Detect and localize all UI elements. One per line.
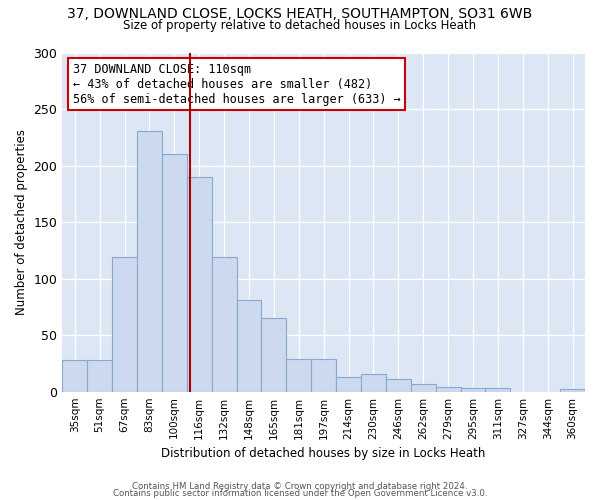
Text: Contains public sector information licensed under the Open Government Licence v3: Contains public sector information licen… (113, 490, 487, 498)
Bar (62, 360, 87, 392)
Y-axis label: Number of detached properties: Number of detached properties (15, 129, 28, 315)
Bar (560, 390, 585, 392)
Text: 37 DOWNLAND CLOSE: 110sqm
← 43% of detached houses are smaller (482)
56% of semi: 37 DOWNLAND CLOSE: 110sqm ← 43% of detac… (73, 62, 400, 106)
Bar (87, 360, 112, 392)
Bar (187, 177, 212, 392)
Bar (262, 318, 286, 392)
X-axis label: Distribution of detached houses by size in Locks Heath: Distribution of detached houses by size … (161, 447, 486, 460)
Text: Contains HM Land Registry data © Crown copyright and database right 2024.: Contains HM Land Registry data © Crown c… (132, 482, 468, 491)
Bar (212, 257, 236, 392)
Bar (485, 388, 511, 392)
Bar (386, 379, 411, 392)
Bar (311, 359, 336, 392)
Bar (336, 377, 361, 392)
Text: Size of property relative to detached houses in Locks Heath: Size of property relative to detached ho… (124, 18, 476, 32)
Bar (162, 154, 187, 392)
Bar (112, 257, 137, 392)
Bar (361, 374, 386, 392)
Text: 37, DOWNLAND CLOSE, LOCKS HEATH, SOUTHAMPTON, SO31 6WB: 37, DOWNLAND CLOSE, LOCKS HEATH, SOUTHAM… (67, 8, 533, 22)
Bar (411, 384, 436, 392)
Bar (236, 300, 262, 392)
Bar (286, 359, 311, 392)
Bar (436, 387, 461, 392)
Bar (461, 388, 485, 392)
Bar (137, 130, 162, 392)
